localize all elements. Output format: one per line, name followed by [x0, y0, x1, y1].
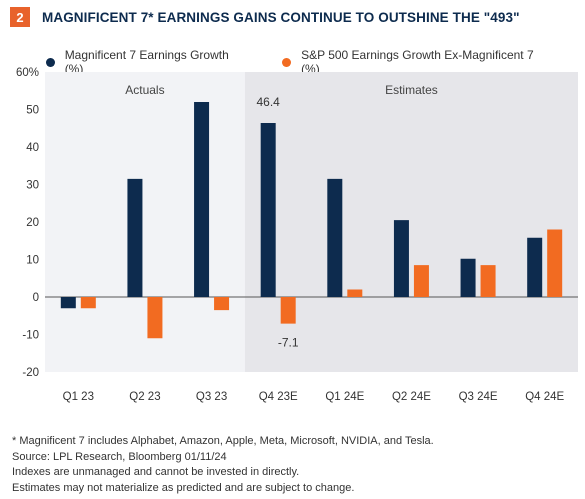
- y-tick-label: 40: [26, 142, 39, 154]
- region-label-estimates: Estimates: [385, 83, 438, 97]
- legend-marker-ex-mag7: [282, 57, 292, 67]
- bar-chart: Actuals Estimates 60% 50 40 30 20 10 0 -10 -20 46.4…: [16, 67, 578, 403]
- bar-mag7-7: [527, 237, 543, 297]
- y-tick-label: 30: [26, 180, 39, 192]
- legend-marker-mag7: [46, 57, 55, 67]
- bar-ex-mag7-3: [280, 297, 296, 324]
- x-tick-label: Q1 24E: [325, 391, 364, 403]
- chart-header: 2 MAGNIFICENT 7* EARNINGS GAINS CONTINUE…: [10, 6, 520, 28]
- bar-mag7-0: [60, 297, 76, 309]
- chart-title: MAGNIFICENT 7* EARNINGS GAINS CONTINUE T…: [42, 9, 520, 25]
- x-tick-label: Q4 24E: [525, 391, 564, 403]
- x-tick-label: Q2 24E: [392, 391, 431, 403]
- data-label: 46.4: [257, 95, 281, 109]
- legend: Magnificent 7 Earnings Growth (%) S&P 50…: [46, 48, 585, 76]
- y-tick-label: -20: [22, 367, 39, 379]
- footnotes: * Magnificent 7 includes Alphabet, Amazo…: [12, 434, 434, 496]
- y-tick-label: 50: [26, 105, 39, 117]
- footnote-disclaimer-estimates: Estimates may not materialize as predict…: [12, 481, 355, 494]
- bar-mag7-3: [260, 123, 276, 297]
- bar-mag7-5: [393, 220, 409, 297]
- figure-number-badge: 2: [10, 7, 30, 27]
- x-tick-label: Q2 23: [129, 391, 160, 403]
- region-shade-estimates: [244, 72, 578, 372]
- y-tick-label: -10: [22, 330, 39, 342]
- y-tick-label: 60%: [16, 67, 39, 79]
- x-tick-label: Q3 23: [196, 391, 227, 403]
- bar-mag7-2: [194, 102, 210, 297]
- bar-ex-mag7-6: [480, 265, 496, 297]
- bar-ex-mag7-1: [147, 297, 163, 339]
- bar-mag7-4: [327, 178, 343, 297]
- footnote-disclaimer-indexes: Indexes are unmanaged and cannot be inve…: [12, 466, 300, 478]
- region-shade-actuals: [45, 72, 245, 372]
- bar-ex-mag7-4: [347, 289, 363, 297]
- footnote-source: Source: LPL Research, Bloomberg 01/11/24: [12, 450, 227, 463]
- y-tick-label: 20: [26, 217, 39, 229]
- bar-ex-mag7-5: [413, 265, 429, 297]
- x-tick-label: Q4 23E: [259, 391, 298, 403]
- x-tick-label: Q1 23: [63, 391, 94, 403]
- y-tick-label: 0: [33, 292, 39, 304]
- bar-ex-mag7-0: [80, 297, 96, 309]
- footnote-definition: * Magnificent 7 includes Alphabet, Amazo…: [12, 435, 434, 447]
- bar-mag7-1: [127, 178, 143, 297]
- legend-item-ex-mag7: S&P 500 Earnings Growth Ex-Magnificent 7…: [282, 48, 547, 76]
- data-label: -7.1: [278, 336, 299, 350]
- x-tick-label: Q3 24E: [459, 391, 498, 403]
- bar-ex-mag7-7: [547, 229, 563, 297]
- bar-ex-mag7-2: [214, 297, 230, 311]
- y-tick-label: 10: [26, 255, 39, 267]
- bar-mag7-6: [460, 258, 476, 297]
- region-label-actuals: Actuals: [125, 83, 164, 97]
